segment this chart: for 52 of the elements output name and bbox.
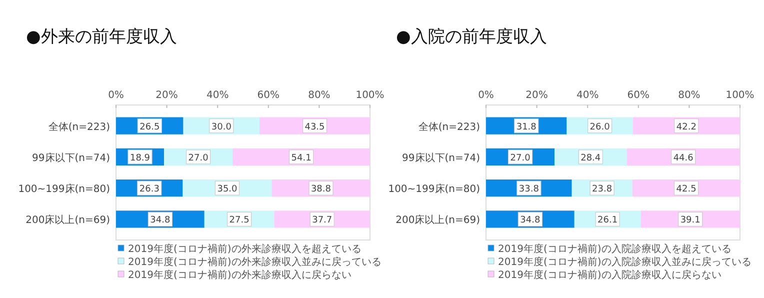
data-label: 18.9 xyxy=(130,153,150,164)
data-label: 27.5 xyxy=(229,216,250,226)
y-tick-label: 99床以下(n=74) xyxy=(32,152,110,164)
x-tick-label: 20% xyxy=(526,90,548,101)
x-tick-label: 80% xyxy=(308,90,330,101)
data-label: 26.3 xyxy=(139,184,160,195)
legend-label: 2019年度(コロナ禍前)の外来診療収入を超えている xyxy=(128,243,362,255)
y-tick-label: 100~199床(n=80) xyxy=(18,183,110,196)
data-label: 26.1 xyxy=(598,216,618,226)
data-label: 28.4 xyxy=(580,153,601,164)
x-tick-label: 0% xyxy=(108,90,124,101)
data-label: 33.8 xyxy=(518,184,540,195)
y-tick-label: 全体(n=223) xyxy=(418,120,480,133)
data-label: 43.5 xyxy=(304,122,325,132)
chart-title: ●外来の前年度収入 xyxy=(26,27,177,47)
y-tick-label: 200床以上(n=69) xyxy=(396,214,480,226)
legend-label: 2019年度(コロナ禍前)の外来診療収入に戻らない xyxy=(128,269,352,281)
y-tick-label: 200床以上(n=69) xyxy=(26,214,110,226)
data-label: 34.8 xyxy=(150,216,170,226)
data-label: 26.5 xyxy=(140,122,160,132)
x-tick-label: 40% xyxy=(576,90,599,101)
legend-label: 2019年度(コロナ禍前)の入院診療収入に戻らない xyxy=(498,269,722,281)
x-tick-label: 100% xyxy=(356,90,384,101)
data-label: 35.0 xyxy=(217,184,238,195)
chart-title: ●入院の前年度収入 xyxy=(396,27,547,47)
x-tick-label: 100% xyxy=(726,90,754,101)
data-label: 26.0 xyxy=(590,122,610,132)
x-tick-label: 80% xyxy=(678,90,700,101)
data-label: 38.8 xyxy=(310,184,332,195)
data-label: 42.5 xyxy=(676,184,696,195)
y-tick-label: 99床以下(n=74) xyxy=(402,152,480,164)
legend-label: 2019年度(コロナ禍前)の外来診療収入並みに戻っている xyxy=(128,256,382,268)
legend-label: 2019年度(コロナ禍前)の入院診療収入を超えている xyxy=(498,243,732,255)
legend-label: 2019年度(コロナ禍前)の入院診療収入並みに戻っている xyxy=(498,256,752,268)
x-tick-label: 0% xyxy=(478,90,494,101)
data-label: 39.1 xyxy=(680,216,700,226)
x-tick-label: 40% xyxy=(206,90,229,101)
y-tick-label: 100~199床(n=80) xyxy=(388,183,480,196)
data-label: 42.2 xyxy=(676,122,696,132)
x-tick-label: 20% xyxy=(156,90,178,101)
data-label: 37.7 xyxy=(312,216,332,226)
x-tick-label: 60% xyxy=(627,90,650,101)
data-label: 31.8 xyxy=(516,122,537,132)
y-tick-label: 全体(n=223) xyxy=(48,120,110,133)
data-label: 44.6 xyxy=(673,153,694,164)
data-label: 30.0 xyxy=(211,122,232,132)
data-label: 27.0 xyxy=(510,153,531,164)
data-label: 23.8 xyxy=(592,184,612,195)
data-label: 34.8 xyxy=(520,216,540,226)
x-tick-label: 60% xyxy=(257,90,280,101)
data-label: 27.0 xyxy=(188,153,209,164)
data-label: 54.1 xyxy=(291,153,312,164)
